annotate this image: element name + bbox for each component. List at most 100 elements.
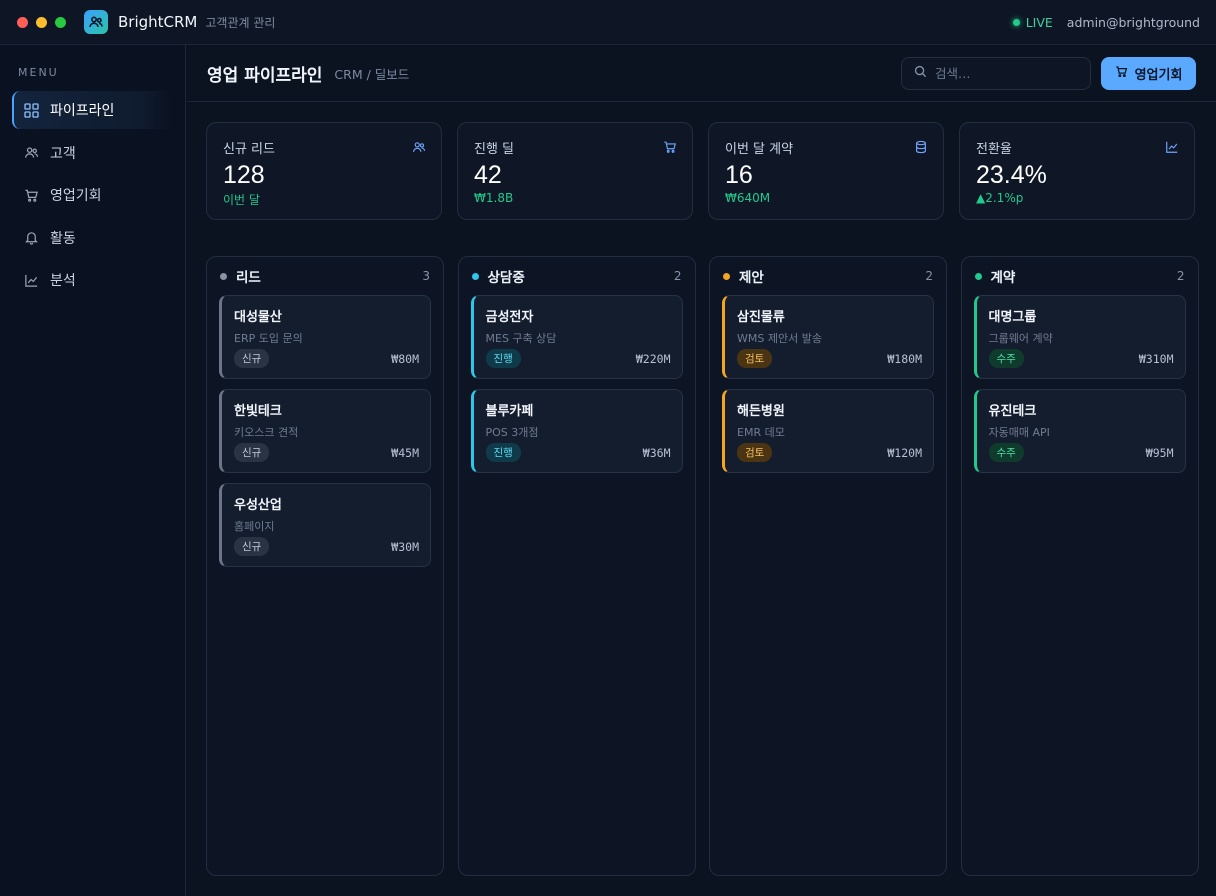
column-count: 2 [673,269,682,283]
status-dot-icon [974,272,982,280]
column-title: 리드 [236,270,261,286]
kpi-label: 전환율 [976,142,1012,157]
deal-amount: ₩45M [391,445,419,460]
search-input[interactable] [935,65,1075,81]
deal-company: 금성전자 [485,310,534,325]
deal-amount: ₩95M [1145,445,1174,460]
kpi-label: 진행 딜 [474,142,515,157]
deal-card[interactable]: 삼진물류 WMS 제안서 발송 검토 ₩180M [722,295,934,379]
status-badge: 진행 [485,349,521,368]
status-badge: 수주 [988,349,1024,368]
deal-description: EMR 데모 [737,426,785,439]
column-count: 2 [925,269,933,283]
sidebar-item-label: 활동 [50,230,76,247]
deal-card[interactable]: 대성물산 ERP 도입 문의 신규 ₩80M [219,295,431,379]
deal-description: WMS 제안서 발송 [737,332,822,345]
kpi-card-conversion-rate: 전환율 23.4% ▲2.1%p [959,122,1195,220]
kpi-value: 23.4% [976,161,1047,189]
status-badge: 신규 [234,349,270,368]
deal-description: ERP 도입 문의 [234,332,303,345]
page-header: 영업 파이프라인 CRM / 딜보드 영업기회 [187,45,1216,102]
chart-icon [1165,140,1179,154]
sidebar-item-label: 영업기회 [50,188,102,204]
app-logo-icon [84,10,108,34]
breadcrumb[interactable]: CRM / 딜보드 [334,66,410,82]
pipeline-board: 리드 3 대성물산 ERP 도입 문의 신규 ₩80M 한빛테크 키오스크 견적… [206,256,1199,876]
kpi-subtext: ₩640M [725,191,771,205]
sidebar-item-opportunities[interactable]: 영업기회 [12,176,174,214]
status-badge: 신규 [234,443,270,462]
deal-company: 해든병원 [737,404,785,419]
maximize-window-button[interactable] [55,16,66,28]
cart-icon [1115,65,1128,82]
new-opportunity-button[interactable]: 영업기회 [1101,56,1196,90]
deal-card[interactable]: 유진테크 자동매매 API 수주 ₩95M [973,389,1186,473]
minimize-window-button[interactable] [36,16,47,28]
deal-card[interactable]: 대명그룹 그룹웨어 계약 수주 ₩310M [973,295,1186,379]
status-badge: 검토 [737,443,773,462]
kpi-value: 42 [474,161,502,189]
sidebar-item-analytics[interactable]: 분석 [12,261,174,299]
deal-description: 홈페이지 [234,520,275,533]
column-count: 2 [1176,269,1185,283]
column-count: 3 [422,269,430,283]
deal-card[interactable]: 금성전자 MES 구축 상담 진행 ₩220M [470,295,683,379]
deal-amount: ₩120M [887,445,922,460]
status-dot-icon [723,272,730,280]
search-box[interactable] [901,56,1091,90]
app-name: BrightCRM [118,13,198,31]
status-badge: 검토 [737,349,773,368]
deal-description: 자동매매 API [988,426,1050,439]
column-proposal: 제안 2 삼진물류 WMS 제안서 발송 검토 ₩180M 해든병원 EMR 데… [709,256,947,876]
column-header: 리드 3 [207,257,443,295]
live-dot-icon [1012,18,1020,26]
cart-icon [24,188,39,203]
live-status: LIVE [1012,15,1053,30]
users-icon [412,140,426,154]
kpi-subtext: ▲2.1%p [976,191,1024,205]
kpi-subtext: 이번 달 [223,193,260,207]
sidebar-nav: 파이프라인 고객 영업기회 [12,91,174,304]
deal-company: 삼진물류 [737,310,785,325]
database-icon [914,140,928,154]
column-title: 제안 [739,270,764,286]
kpi-value: 128 [223,161,265,189]
column-header: 계약 2 [962,257,1198,295]
kpi-row: 신규 리드 128 이번 달 진행 딜 42 ₩1.8B 이번 달 계약 16 … [206,122,1195,220]
kpi-card-new-leads: 신규 리드 128 이번 달 [206,122,442,220]
cart-icon [663,140,677,154]
deal-card[interactable]: 해든병원 EMR 데모 검토 ₩120M [722,389,934,473]
grid-icon [24,102,39,118]
deal-card[interactable]: 한빛테크 키오스크 견적 신규 ₩45M [219,389,431,473]
deal-company: 유진테크 [988,404,1037,419]
user-account[interactable]: admin@brightground [1066,14,1200,30]
sidebar-item-label: 분석 [50,273,76,289]
column-header: 제안 2 [710,257,946,295]
column-title: 계약 [990,270,1016,286]
kpi-card-active-deals: 진행 딜 42 ₩1.8B [457,122,693,220]
kpi-label: 신규 리드 [223,142,275,157]
deal-description: POS 3개점 [485,426,539,439]
status-dot-icon [471,272,479,280]
column-title: 상담중 [487,270,525,286]
sidebar-item-activities[interactable]: 활동 [12,219,174,257]
close-window-button[interactable] [17,16,28,28]
deal-amount: ₩30M [391,539,419,554]
deal-company: 우성산업 [234,498,282,513]
deal-company: 한빛테크 [234,404,282,419]
status-badge: 수주 [988,443,1024,462]
column-lead: 리드 3 대성물산 ERP 도입 문의 신규 ₩80M 한빛테크 키오스크 견적… [206,256,444,876]
kpi-card-monthly-contracts: 이번 달 계약 16 ₩640M [708,122,944,220]
deal-card[interactable]: 우성산업 홈페이지 신규 ₩30M [219,483,431,567]
deal-company: 블루카페 [485,404,534,419]
search-icon [914,65,927,82]
column-header: 상담중 2 [459,257,695,295]
sidebar-item-customers[interactable]: 고객 [12,134,174,172]
sidebar: MENU 파이프라인 고객 [0,45,186,896]
sidebar-item-pipeline[interactable]: 파이프라인 [12,91,174,129]
title-bar: BrightCRM 고객관계 관리 LIVE admin@brightgroun… [0,0,1216,45]
deal-amount: ₩80M [391,351,419,366]
sidebar-item-label: 파이프라인 [50,103,115,119]
bell-icon [24,230,39,245]
deal-card[interactable]: 블루카페 POS 3개점 진행 ₩36M [470,389,683,473]
